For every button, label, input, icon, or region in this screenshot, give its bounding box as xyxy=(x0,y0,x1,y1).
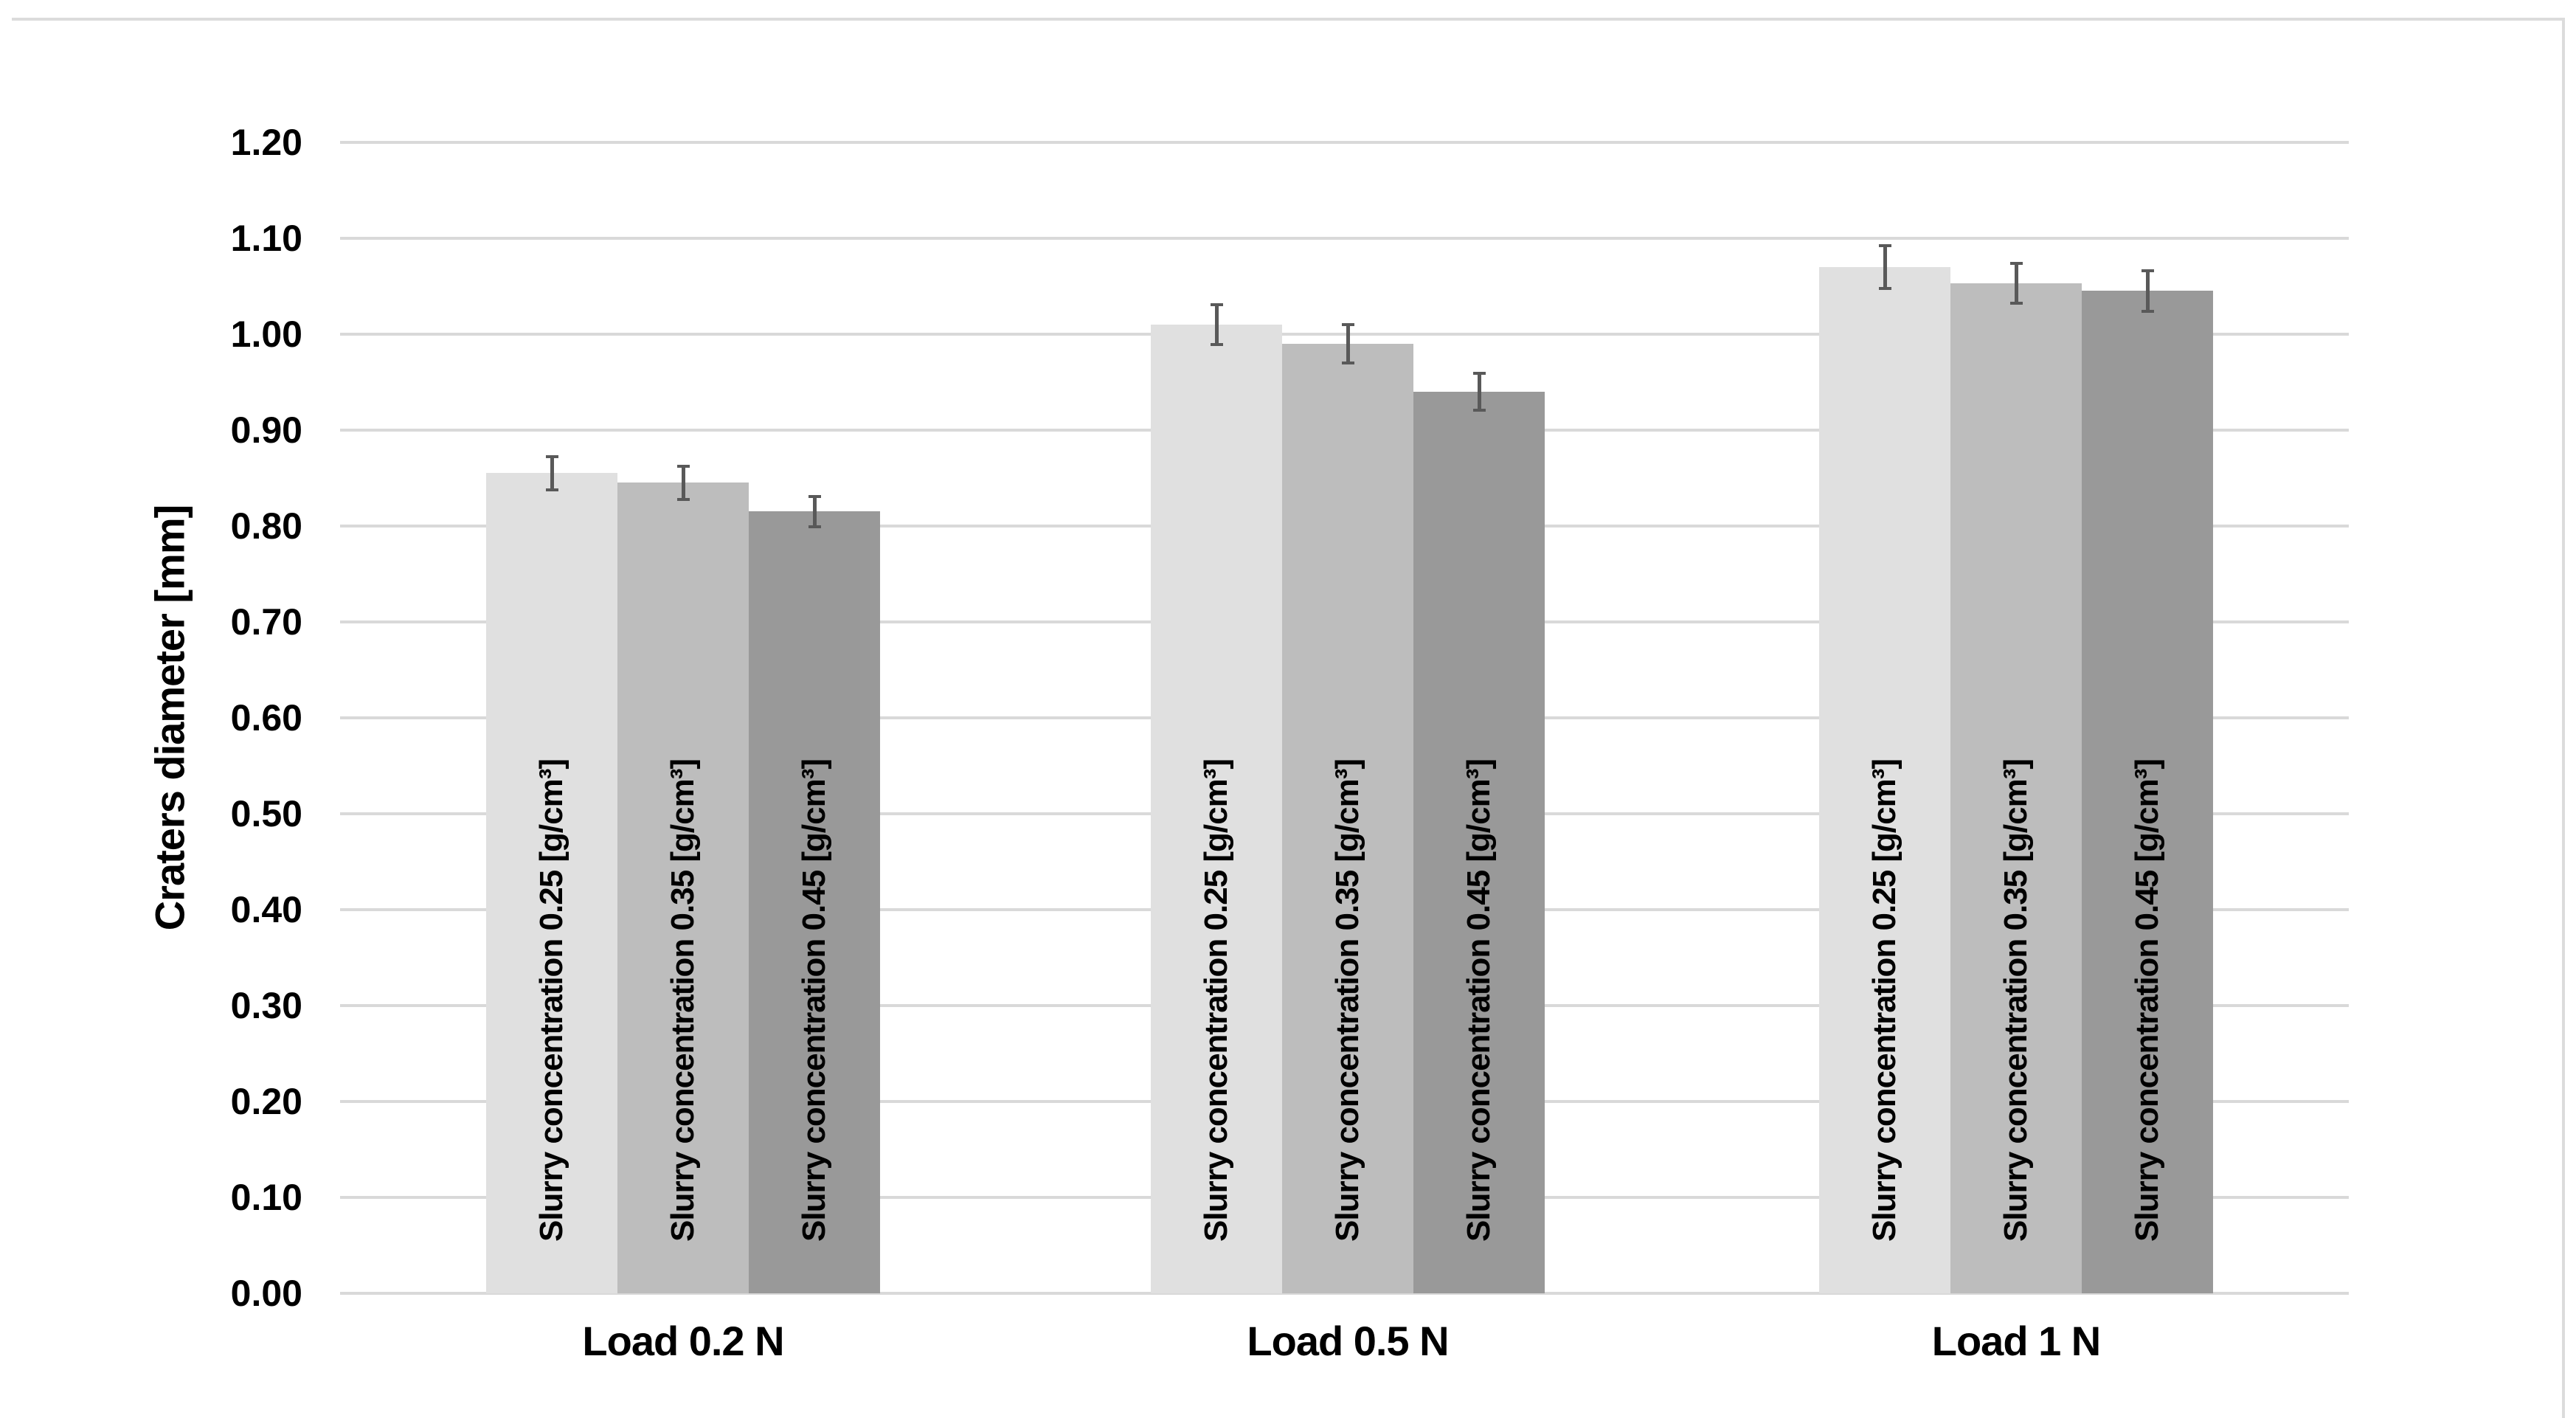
error-bar-cap xyxy=(1472,372,1486,376)
figure-border-top xyxy=(12,18,2565,21)
y-tick-label: 0.90 xyxy=(230,409,302,451)
gridline xyxy=(340,333,2349,336)
bar xyxy=(2082,291,2213,1293)
error-bar-cap xyxy=(1210,343,1223,347)
bar-label: Slurry concentration 0.45 [g/cm³] xyxy=(2129,758,2165,1242)
error-bar-stem xyxy=(812,496,817,528)
error-bar-cap xyxy=(2141,309,2154,313)
gridline xyxy=(340,1292,2349,1295)
gridline xyxy=(340,141,2349,144)
error-bar-stem xyxy=(2145,271,2150,311)
bar-label: Slurry concentration 0.25 [g/cm³] xyxy=(1198,758,1234,1242)
bar-label: Slurry concentration 0.25 [g/cm³] xyxy=(1866,758,1902,1242)
error-bar-cap xyxy=(2141,269,2154,273)
y-tick-label: 1.00 xyxy=(230,314,302,355)
x-category-label: Load 0.5 N xyxy=(1247,1318,1449,1364)
error-bar-cap xyxy=(545,455,558,459)
error-bar-stem xyxy=(2014,263,2018,304)
error-bar-stem xyxy=(1214,304,1219,345)
x-category-label: Load 0.2 N xyxy=(582,1318,784,1364)
y-tick-label: 0.70 xyxy=(230,601,302,643)
error-bar-cap xyxy=(676,465,690,468)
error-bar-cap xyxy=(2009,261,2023,265)
y-tick-label: 0.20 xyxy=(230,1081,302,1122)
error-bar-stem xyxy=(1346,325,1350,363)
error-bar-stem xyxy=(681,466,685,499)
error-bar-cap xyxy=(808,494,821,498)
bar-label: Slurry concentration 0.45 [g/cm³] xyxy=(1461,758,1497,1242)
error-bar-cap xyxy=(808,525,821,529)
y-tick-label: 0.30 xyxy=(230,985,302,1026)
bar-label: Slurry concentration 0.25 [g/cm³] xyxy=(533,758,569,1242)
error-bar-cap xyxy=(676,497,690,501)
bar xyxy=(1950,283,2082,1293)
bar xyxy=(486,473,617,1293)
error-bar-cap xyxy=(1210,302,1223,306)
y-tick-label: 0.00 xyxy=(230,1273,302,1314)
bar-label: Slurry concentration 0.45 [g/cm³] xyxy=(796,758,832,1242)
y-tick-label: 0.10 xyxy=(230,1177,302,1218)
bar-label: Slurry concentration 0.35 [g/cm³] xyxy=(665,758,701,1242)
gridline xyxy=(340,237,2349,240)
bar xyxy=(1819,267,1950,1293)
bar xyxy=(617,483,749,1293)
y-tick-label: 1.10 xyxy=(230,218,302,259)
y-tick-label: 0.80 xyxy=(230,505,302,547)
error-bar-cap xyxy=(1878,286,1891,290)
error-bar-cap xyxy=(545,488,558,491)
error-bar-stem xyxy=(1477,373,1481,410)
error-bar-stem xyxy=(550,457,554,490)
bar xyxy=(1151,325,1282,1293)
error-bar-cap xyxy=(1341,362,1354,364)
bar xyxy=(1282,344,1413,1293)
y-tick-label: 0.50 xyxy=(230,793,302,834)
y-tick-label: 0.40 xyxy=(230,889,302,930)
error-bar-cap xyxy=(1341,323,1354,326)
x-category-label: Load 1 N xyxy=(1931,1318,2101,1364)
figure-border-right xyxy=(2562,18,2565,1418)
error-bar-stem xyxy=(1883,246,1887,288)
bar-label: Slurry concentration 0.35 [g/cm³] xyxy=(1998,758,2034,1242)
bar xyxy=(1413,392,1545,1293)
y-tick-label: 0.60 xyxy=(230,697,302,739)
y-tick-label: 1.20 xyxy=(230,122,302,163)
bar-label: Slurry concentration 0.35 [g/cm³] xyxy=(1329,758,1365,1242)
error-bar-cap xyxy=(2009,302,2023,305)
error-bar-cap xyxy=(1878,244,1891,248)
error-bar-cap xyxy=(1472,408,1486,412)
bar xyxy=(749,511,880,1293)
